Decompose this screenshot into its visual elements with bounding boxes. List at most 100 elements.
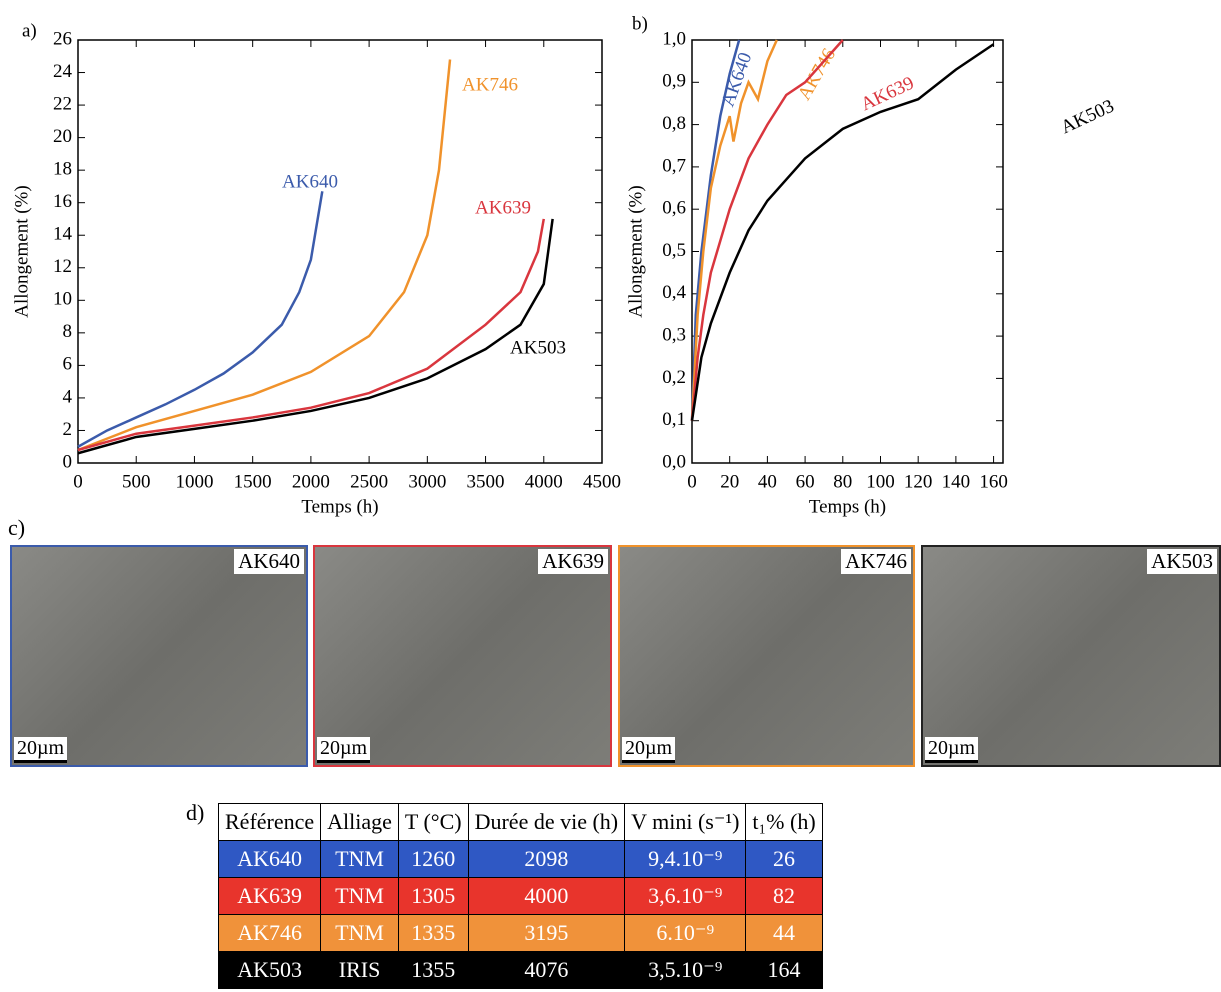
table-row: AK503 IRIS 1355 4076 3,5.10⁻⁹ 164: [217, 951, 823, 989]
scale-bar: 20µm: [317, 737, 371, 763]
table-row: AK640 TNM 1260 2098 9,4.10⁻⁹ 26: [217, 840, 823, 878]
plot-frame: [77, 39, 603, 464]
y-tick-label: 0,7: [662, 155, 686, 176]
panel-label: c): [8, 515, 26, 540]
scale-bar: 20µm: [622, 737, 676, 763]
series-label: AK746: [462, 74, 518, 95]
y-tick-label: 0,2: [662, 367, 686, 388]
table-cell: 3,5.10⁻⁹: [624, 951, 747, 989]
y-tick-label: 0,1: [662, 409, 686, 430]
x-tick-label: 4000: [525, 471, 563, 492]
series-line: [77, 191, 324, 448]
x-tick-label: 100: [866, 471, 895, 492]
scale-bar: 20µm: [14, 737, 68, 763]
table-cell: 1335: [397, 914, 469, 952]
y-tick-label: 6: [63, 354, 73, 375]
y-tick-label: 2: [63, 419, 73, 440]
table-cell: 1260: [397, 840, 469, 878]
y-tick-label: 16: [53, 191, 72, 212]
header-cell: Référence: [217, 803, 322, 841]
table-cell: 26: [745, 840, 823, 878]
x-tick-label: 140: [942, 471, 971, 492]
y-tick-label: 24: [53, 61, 73, 82]
x-tick-label: 4500: [583, 471, 621, 492]
y-tick-label: 0: [63, 451, 73, 472]
table-header: Référence Alliage T (°C) Durée de vie (h) V …: [217, 803, 823, 841]
table-cell: 164: [745, 951, 823, 989]
y-tick-label: 12: [53, 256, 72, 277]
series-line: [77, 59, 452, 452]
y-tick-label: 1,0: [662, 28, 686, 49]
series-line: [690, 43, 995, 421]
x-tick-label: 1500: [234, 471, 272, 492]
header-cell: T (°C): [397, 803, 469, 841]
y-tick-label: 0,3: [662, 324, 686, 345]
header-cell: t₁% (h): [745, 803, 823, 841]
y-tick-label: 22: [53, 93, 72, 114]
table-cell: 82: [745, 877, 823, 915]
y-axis-label: Allongement (%): [625, 185, 646, 317]
x-tick-label: 500: [122, 471, 151, 492]
table-cell: TNM: [320, 877, 399, 915]
x-axis-label: Temps (h): [809, 496, 886, 517]
table: Référence Alliage T (°C) Durée de vie (h) V …: [217, 803, 823, 989]
series-line: [690, 39, 778, 421]
x-tick-label: 120: [904, 471, 933, 492]
table-cell: 3195: [467, 914, 626, 952]
table-cell: AK639: [217, 877, 322, 915]
micrograph: AK746 20µm: [618, 545, 915, 767]
x-tick-label: 60: [796, 471, 815, 492]
table-cell: 1305: [397, 877, 469, 915]
x-tick-label: 0: [73, 471, 83, 492]
table-cell: IRIS: [320, 951, 399, 989]
x-tick-label: 3000: [408, 471, 446, 492]
series-label: AK640: [282, 171, 338, 192]
table-row: AK639 TNM 1305 4000 3,6.10⁻⁹ 82: [217, 877, 823, 915]
series-line: [690, 39, 741, 421]
series-line: [77, 218, 554, 455]
panel-label: a): [22, 20, 37, 41]
table-cell: TNM: [320, 840, 399, 878]
table-cell: 4000: [467, 877, 626, 915]
y-tick-label: 0,5: [662, 240, 686, 261]
x-tick-label: 2000: [292, 471, 330, 492]
x-tick-label: 2500: [350, 471, 388, 492]
x-tick-label: 3500: [467, 471, 505, 492]
table-cell: 44: [745, 914, 823, 952]
series-line: [77, 218, 546, 452]
table-cell: 9,4.10⁻⁹: [624, 840, 747, 878]
y-tick-label: 8: [63, 321, 73, 342]
y-tick-label: 18: [53, 159, 72, 180]
y-tick-label: 14: [53, 224, 73, 245]
table-cell: 6.10⁻⁹: [624, 914, 747, 952]
y-tick-label: 4: [63, 386, 73, 407]
x-tick-label: 1000: [175, 471, 213, 492]
series-label: AK746: [794, 45, 840, 104]
micrograph-name: AK746: [841, 549, 911, 574]
x-tick-label: 20: [720, 471, 739, 492]
table-cell: 2098: [467, 840, 626, 878]
micrograph: AK503 20µm: [921, 545, 1221, 767]
micrograph: AK639 20µm: [313, 545, 612, 767]
x-tick-label: 160: [979, 471, 1008, 492]
table-cell: TNM: [320, 914, 399, 952]
x-tick-label: 0: [687, 471, 697, 492]
header-cell: Alliage: [320, 803, 399, 841]
y-tick-label: 0,4: [662, 282, 686, 303]
x-axis-label: Temps (h): [301, 496, 378, 517]
header-cell: Durée de vie (h): [467, 803, 626, 841]
charts: 0 500 1000 1500 2000 2500 3000 3500 4000 45000246…: [11, 13, 1117, 517]
y-tick-label: 0,0: [662, 451, 686, 472]
micrograph-name: AK640: [234, 549, 304, 574]
panel-label: d): [186, 800, 205, 825]
micrograph-name: AK639: [538, 549, 608, 574]
panel-label: b): [632, 13, 648, 34]
y-tick-label: 20: [53, 126, 72, 147]
x-tick-label: 80: [833, 471, 852, 492]
series-line: [690, 39, 844, 421]
y-tick-label: 0,9: [662, 71, 686, 92]
series-label: AK640: [717, 50, 756, 110]
y-tick-label: 26: [53, 28, 72, 49]
table-cell: 3,6.10⁻⁹: [624, 877, 747, 915]
